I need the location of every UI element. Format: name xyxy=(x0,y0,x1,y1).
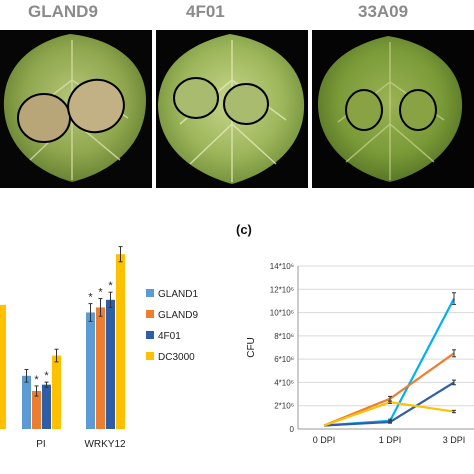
bar-gland9-pi xyxy=(32,391,41,429)
leaf-photo-strip: GLAND9 4F01 33A09 xyxy=(0,0,474,188)
series-line-0 xyxy=(323,298,455,427)
legend-label-dc3000: DC3000 xyxy=(158,352,195,363)
leaf-photo-gland9 xyxy=(0,30,152,188)
x-tick-label: 0 DPI xyxy=(313,435,336,445)
y-tick-label: 2*10⁶ xyxy=(274,402,294,411)
bar-category-label: PI xyxy=(36,439,45,450)
legend-swatch-gland1 xyxy=(146,289,154,297)
bar-gland9-wrky12 xyxy=(96,307,105,429)
y-tick-label: 0 xyxy=(290,425,295,434)
bar-dc3000-wrky12 xyxy=(116,254,125,429)
bar-gland1-wrky12 xyxy=(86,312,95,429)
line-chart: 0 2*10⁶ 4*10⁶ 6*10⁶ 8*10⁶ 10*10⁶ 12*10⁶ 14*10⁶ 0… xyxy=(246,262,474,445)
legend-label-gland1: GLAND1 xyxy=(158,289,198,300)
leaf-photo-33a09 xyxy=(312,30,474,188)
leaf-photo-4f01 xyxy=(156,30,308,188)
leaf-photos xyxy=(0,30,474,188)
panel-label-c: (c) xyxy=(236,222,252,237)
bar-gland1-pi xyxy=(22,375,31,429)
photo-title-4f01: 4F01 xyxy=(186,2,225,21)
x-tick-label: 3 DPI xyxy=(443,435,466,445)
y-tick-label: 6*10⁶ xyxy=(274,355,294,364)
y-tick-label: 10*10⁶ xyxy=(270,309,294,318)
photo-title-gland9: GLAND9 xyxy=(28,2,98,21)
legend-swatch-4f01 xyxy=(146,331,154,339)
bar-chart: * * PI * * * WRKY12 GLAND1 GLAND9 4F01 DC3000 xyxy=(0,246,198,450)
bar-4f01-wrky12 xyxy=(106,299,115,429)
legend-label-gland9: GLAND9 xyxy=(158,310,198,321)
legend-swatch-dc3000 xyxy=(146,352,154,360)
y-tick-label: 8*10⁶ xyxy=(274,332,294,341)
y-tick-label: 4*10⁶ xyxy=(274,378,294,387)
y-tick-label: 12*10⁶ xyxy=(270,285,294,294)
legend-label-4f01: 4F01 xyxy=(158,331,181,342)
bar-partial-left xyxy=(0,304,6,429)
bar-4f01-pi xyxy=(42,384,51,429)
photo-title-33a09: 33A09 xyxy=(358,2,409,21)
significance-star: * xyxy=(34,374,39,386)
bar-category-label: WRKY12 xyxy=(84,439,126,450)
significance-star: * xyxy=(44,370,49,382)
x-tick-label: 1 DPI xyxy=(379,435,402,445)
bar-dc3000-pi xyxy=(52,355,61,429)
y-tick-label: 14*10⁶ xyxy=(270,262,294,271)
y-axis-label: CFU xyxy=(246,337,257,358)
significance-star: * xyxy=(88,292,93,304)
legend-swatch-gland9 xyxy=(146,310,154,318)
significance-star: * xyxy=(108,280,113,292)
significance-star: * xyxy=(98,287,103,299)
series-line-1 xyxy=(323,352,455,427)
